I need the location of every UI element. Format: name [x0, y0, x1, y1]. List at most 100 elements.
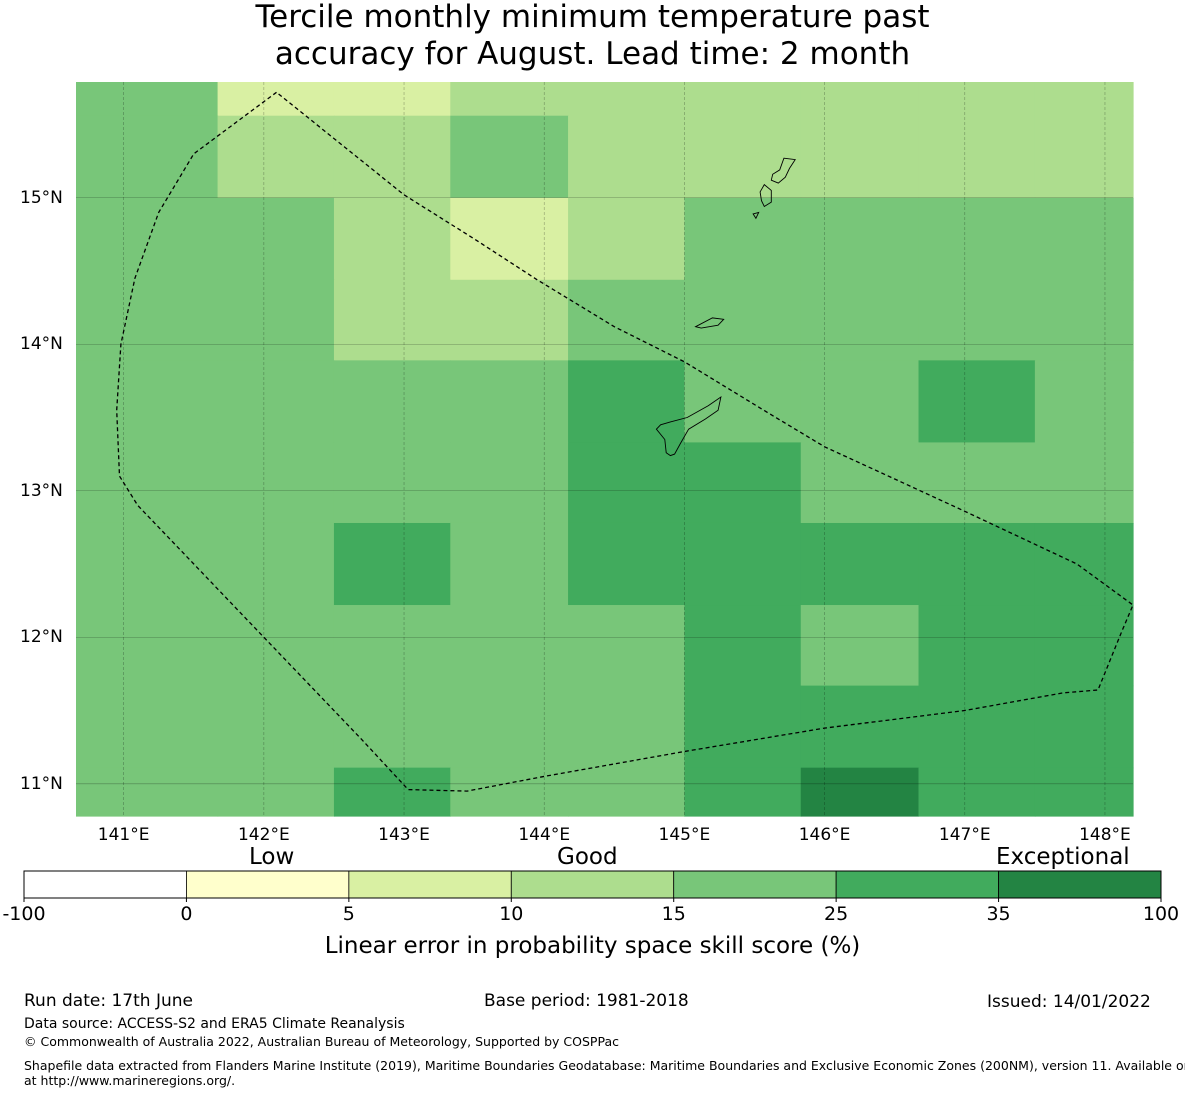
colorbar: [23, 870, 1162, 902]
map-cell: [450, 279, 569, 361]
map-cell: [800, 197, 920, 281]
map-cell: [800, 522, 920, 606]
map-cell: [333, 605, 451, 687]
island-outline: [655, 395, 722, 457]
map-cell: [76, 522, 219, 606]
colorbar-label: Linear error in probability space skill …: [324, 933, 861, 959]
colorbar-tick-label: 15: [661, 903, 686, 925]
island-outlines: [655, 157, 796, 457]
map-cell: [76, 82, 219, 117]
map-cell: [918, 115, 1036, 199]
map-cell: [684, 360, 802, 444]
map-cell: [568, 115, 686, 199]
map-title: Tercile monthly minimum temperature past…: [0, 0, 1185, 73]
copyright: © Commonwealth of Australia 2022, Austra…: [24, 1034, 619, 1049]
map-cell: [76, 197, 219, 281]
map-cell: [800, 115, 920, 199]
map-cell: [333, 279, 451, 361]
map-cell: [568, 522, 686, 606]
colorbar-segment: [348, 870, 512, 899]
colorbar-segment: [23, 870, 187, 899]
map-cell: [333, 197, 451, 281]
colorbar-frame: [23, 870, 1162, 899]
colorbar-segment: [673, 870, 837, 899]
map-cell: [918, 767, 1036, 817]
latitude-tick-label: 13°N: [20, 480, 63, 501]
map-cell: [918, 522, 1036, 606]
map-cell: [1034, 522, 1134, 606]
map-cell: [568, 442, 686, 524]
map-cell: [217, 279, 335, 361]
map-cell: [918, 605, 1036, 687]
longitude-tick-label: 142°E: [237, 825, 290, 845]
colorbar-category-exceptional: Exceptional: [996, 844, 1130, 870]
map-cell: [684, 605, 802, 687]
map-cell: [217, 197, 335, 281]
shapefile-credit-line-2: at http://www.marineregions.org/.: [24, 1073, 236, 1088]
colorbar-segment: [998, 870, 1162, 899]
latitude-tick-label: 14°N: [20, 334, 63, 355]
issued-date: Issued: 14/01/2022: [987, 992, 1151, 1012]
map-cell: [684, 115, 802, 199]
map-cell: [217, 360, 335, 444]
map-cell: [1034, 115, 1134, 199]
longitude-tick-label: 141°E: [97, 825, 150, 845]
map-cell: [568, 279, 686, 361]
map-cell: [684, 279, 802, 361]
colorbar-segment: [186, 870, 350, 899]
map-cell: [918, 685, 1036, 769]
colorbar-category-good: Good: [557, 844, 618, 870]
colorbar-tick-label: 10: [499, 903, 524, 925]
map-cell: [1034, 685, 1134, 769]
island-outline: [759, 183, 772, 208]
run-date: Run date: 17th June: [24, 991, 193, 1011]
map-cell: [217, 522, 335, 606]
longitude-tick-label: 146°E: [798, 825, 851, 845]
map-cell: [333, 360, 451, 444]
colorbar-segment: [835, 870, 999, 899]
colorbar-category-low: Low: [249, 844, 295, 870]
shapefile-credit-line-1: Shapefile data extracted from Flanders M…: [24, 1058, 1185, 1073]
map-cell: [1034, 279, 1134, 361]
map-cell: [568, 685, 686, 769]
map-cell: [217, 685, 335, 769]
map-cell: [333, 767, 451, 817]
map-cell: [684, 82, 802, 117]
map-cell: [1034, 605, 1134, 687]
latitude-tick-label: 15°N: [20, 187, 63, 208]
map-cell: [800, 605, 920, 687]
map-cell: [333, 685, 451, 769]
map-cell: [450, 360, 569, 444]
map-cell: [450, 442, 569, 524]
map-cell: [450, 197, 569, 281]
latitude-tick-label: 11°N: [20, 773, 63, 794]
colorbar-tick-label: 100: [1142, 903, 1180, 925]
latitude-tick-label: 12°N: [20, 627, 63, 648]
map-cell: [918, 82, 1036, 117]
data-source: Data source: ACCESS-S2 and ERA5 Climate …: [24, 1016, 405, 1032]
map-cell: [800, 360, 920, 444]
map-cell: [76, 605, 219, 687]
map-cell: [76, 279, 219, 361]
longitude-tick-label: 148°E: [1079, 825, 1131, 845]
longitude-tick-label: 143°E: [378, 825, 430, 845]
map-cell: [217, 442, 335, 524]
map-cell: [800, 442, 920, 524]
map-cell: [684, 767, 802, 817]
map-cell: [568, 197, 686, 281]
map-cell: [333, 115, 451, 199]
map-cell: [800, 685, 920, 769]
map-cell: [76, 685, 219, 769]
map-cell: [1034, 82, 1134, 117]
map-cell: [1034, 442, 1134, 524]
map-cell: [333, 522, 451, 606]
map-cell: [450, 82, 569, 117]
island-outline: [694, 317, 725, 329]
map-cell: [684, 685, 802, 769]
map-cell: [76, 767, 219, 817]
colorbar-tick-label: 0: [180, 903, 193, 925]
title-line-1: Tercile monthly minimum temperature past: [255, 0, 930, 35]
map-cell: [450, 522, 569, 606]
map-cell: [568, 360, 686, 444]
